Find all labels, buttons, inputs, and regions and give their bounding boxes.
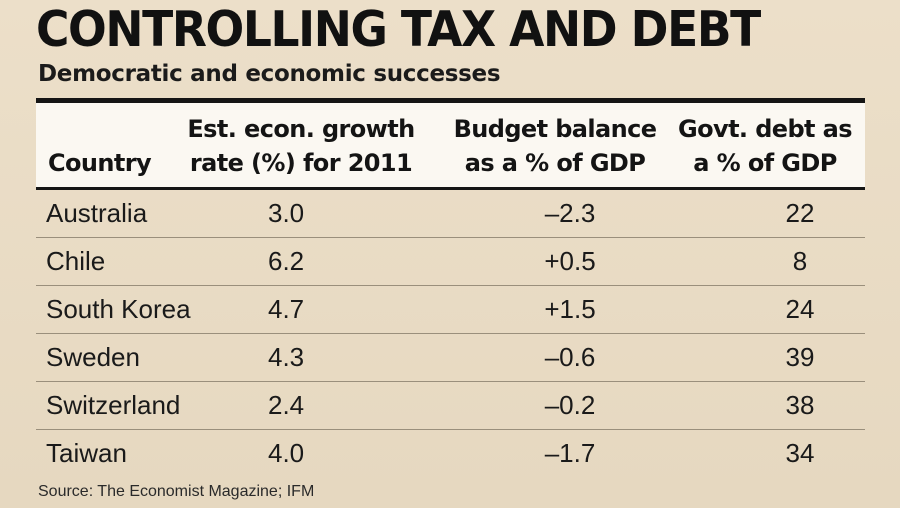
row-divider: [36, 333, 865, 334]
cell-debt: 24: [785, 294, 815, 324]
cell-debt: 39: [785, 342, 815, 372]
chart-subtitle: Democratic and economic successes: [38, 61, 501, 87]
table-row: Chile 6.2 +0.5 8: [36, 238, 865, 286]
cell-growth: 4.7: [268, 294, 305, 324]
table-row: South Korea 4.7 +1.5 24: [36, 286, 865, 334]
column-header-growth-line2: rate (%) for 2011: [189, 149, 413, 177]
cell-debt: 22: [785, 198, 815, 228]
header-rule: [36, 187, 865, 190]
cell-growth: 3.0: [268, 198, 305, 228]
cell-country: Switzerland: [46, 390, 181, 420]
table-header-band: [36, 103, 865, 187]
cell-debt: 34: [785, 438, 815, 468]
table-row: Sweden 4.3 –0.6 39: [36, 334, 865, 382]
cell-budget: +1.5: [544, 294, 596, 324]
cell-country: Taiwan: [46, 438, 127, 468]
column-header-debt-line1: Govt. debt as: [678, 115, 853, 143]
column-header-growth: Est. econ. growth rate (%) for 2011: [186, 112, 416, 180]
cell-budget: –0.2: [544, 390, 596, 420]
cell-country: Chile: [46, 246, 106, 276]
cell-growth: 6.2: [268, 246, 305, 276]
column-header-budget-line1: Budget balance: [453, 115, 657, 143]
cell-country: Australia: [46, 198, 148, 228]
row-divider: [36, 381, 865, 382]
column-header-country-text: Country: [48, 149, 152, 177]
cell-budget: –1.7: [544, 438, 596, 468]
column-header-growth-line1: Est. econ. growth: [187, 115, 415, 143]
cell-debt: 8: [792, 246, 808, 276]
cell-budget: –0.6: [544, 342, 596, 372]
column-header-debt-line2: a % of GDP: [693, 149, 837, 177]
column-header-country: Country: [48, 146, 152, 180]
cell-budget: +0.5: [544, 246, 596, 276]
cell-debt: 38: [785, 390, 815, 420]
column-header-budget-line2: as a % of GDP: [464, 149, 646, 177]
row-divider: [36, 237, 865, 238]
cell-growth: 4.0: [268, 438, 305, 468]
cell-country: Sweden: [46, 342, 140, 372]
table-row: Australia 3.0 –2.3 22: [36, 190, 865, 238]
cell-growth: 2.4: [268, 390, 305, 420]
table-row: Taiwan 4.0 –1.7 34: [36, 430, 865, 478]
source-note: Source: The Economist Magazine; IFM: [38, 483, 315, 500]
cell-budget: –2.3: [544, 198, 596, 228]
column-header-budget: Budget balance as a % of GDP: [440, 112, 670, 180]
table-row: Switzerland 2.4 –0.2 38: [36, 382, 865, 430]
row-divider: [36, 429, 865, 430]
cell-country: South Korea: [46, 294, 191, 324]
column-header-debt: Govt. debt as a % of GDP: [670, 112, 860, 180]
chart-title: CONTROLLING TAX AND DEBT: [36, 1, 761, 58]
top-rule: [36, 98, 865, 103]
row-divider: [36, 285, 865, 286]
cell-growth: 4.3: [268, 342, 305, 372]
